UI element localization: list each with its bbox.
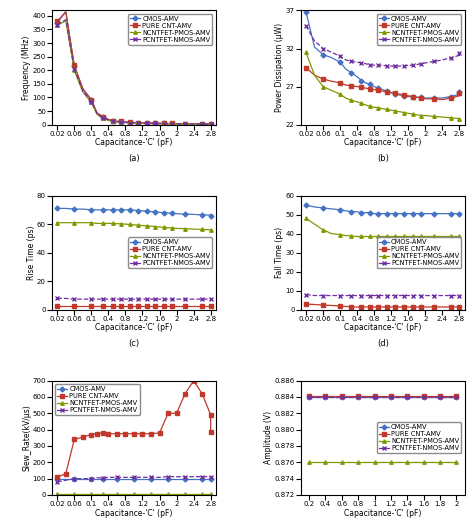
Legend: CMOS-AMV, PURE CNT-AMV, NCNTFET-PMOS-AMV, PCNTFET-NMOS-AMV: CMOS-AMV, PURE CNT-AMV, NCNTFET-PMOS-AMV… xyxy=(55,384,140,415)
Y-axis label: Amplitude (V): Amplitude (V) xyxy=(264,411,273,464)
Y-axis label: Power Dissipation (μW): Power Dissipation (μW) xyxy=(275,23,284,112)
Text: (c): (c) xyxy=(128,339,139,349)
Legend: CMOS-AMV, PURE CNT-AMV, NCNTFET-PMOS-AMV, PCNTFET-NMOS-AMV: CMOS-AMV, PURE CNT-AMV, NCNTFET-PMOS-AMV… xyxy=(377,237,461,268)
Text: (b): (b) xyxy=(377,154,389,163)
X-axis label: Capacitance-'C' (pF): Capacitance-'C' (pF) xyxy=(95,324,173,332)
Legend: CMOS-AMV, PURE CNT-AMV, NCNTFET-PMOS-AMV, PCNTFET-NMOS-AMV: CMOS-AMV, PURE CNT-AMV, NCNTFET-PMOS-AMV… xyxy=(377,14,461,45)
Legend: CMOS-AMV, PURE CNT-AMV, NCNTFET-PMOS-AMV, PCNTFET-NMOS-AMV: CMOS-AMV, PURE CNT-AMV, NCNTFET-PMOS-AMV… xyxy=(128,14,212,45)
X-axis label: Capacitance-'C' (pF): Capacitance-'C' (pF) xyxy=(95,139,173,147)
Y-axis label: Rise Time (ps): Rise Time (ps) xyxy=(27,226,36,280)
X-axis label: Capacitance-'C' (pF): Capacitance-'C' (pF) xyxy=(95,508,173,517)
Y-axis label: Fall Time (ps): Fall Time (ps) xyxy=(275,227,284,278)
Y-axis label: Frequency (MHz): Frequency (MHz) xyxy=(22,35,31,100)
X-axis label: Capacitance-'C' (pF): Capacitance-'C' (pF) xyxy=(344,508,421,517)
Text: (a): (a) xyxy=(128,154,140,163)
Y-axis label: Slew_Rate(kV/μs): Slew_Rate(kV/μs) xyxy=(22,404,31,471)
X-axis label: Capacitance-'C' (pF): Capacitance-'C' (pF) xyxy=(344,139,421,147)
Text: (d): (d) xyxy=(377,339,389,349)
Legend: CMOS-AMV, PURE CNT-AMV, NCNTFET-PMOS-AMV, PCNTFET-NMOS-AMV: CMOS-AMV, PURE CNT-AMV, NCNTFET-PMOS-AMV… xyxy=(377,423,461,453)
X-axis label: Capacitance-'C' (pF): Capacitance-'C' (pF) xyxy=(344,324,421,332)
Legend: CMOS-AMV, PURE CNT-AMV, NCNTFET-PMOS-AMV, PCNTFET-NMOS-AMV: CMOS-AMV, PURE CNT-AMV, NCNTFET-PMOS-AMV… xyxy=(128,237,212,268)
